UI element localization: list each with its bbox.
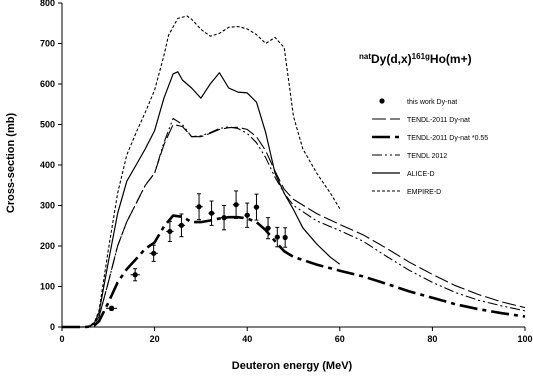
legend-label: TENDL-2011 Dy-nat	[407, 117, 470, 124]
data-point-marker	[253, 204, 260, 210]
y-tick-label: 0	[50, 322, 55, 332]
data-point-marker	[221, 215, 227, 221]
data-point-marker	[208, 210, 215, 216]
legend-item-points: this work Dy-nat	[379, 98, 457, 106]
x-tick-label: 60	[335, 334, 345, 344]
data-point	[244, 202, 250, 228]
data-point	[282, 227, 288, 248]
legend: this work Dy-nat TENDL-2011 Dy-nat TENDL-2…	[372, 98, 488, 196]
series-line-1	[62, 214, 526, 329]
data-point-marker	[132, 272, 138, 278]
y-tick-label: 100	[40, 282, 55, 292]
title-main1: Dy(d,x)	[371, 52, 412, 66]
data-point-marker	[233, 202, 239, 208]
data-point-marker	[108, 305, 115, 311]
series-line-2	[62, 117, 526, 328]
y-tick-label: 700	[40, 39, 55, 49]
series-line-0	[62, 123, 526, 328]
data-point	[220, 205, 228, 231]
x-tick-label: 20	[150, 334, 160, 344]
legend-item-1: TENDL-2011 Dy-nat *0.55	[372, 135, 488, 142]
y-tick-label: 500	[40, 120, 55, 130]
y-axis-title: Cross-section (mb)	[5, 113, 17, 214]
legend-item-4: EMPIRE-D	[372, 189, 441, 196]
legend-item-0: TENDL-2011 Dy-nat	[372, 117, 470, 124]
title-superscript: 161g	[412, 52, 430, 61]
legend-label: EMPIRE-D	[407, 189, 441, 196]
x-tick-label: 0	[59, 334, 64, 344]
legend-label: TENDL-2011 Dy-nat *0.55	[407, 135, 488, 142]
data-point-marker	[151, 250, 157, 256]
data-point-marker	[274, 234, 280, 240]
data-point	[195, 193, 203, 221]
legend-label: TENDL 2012	[407, 153, 447, 160]
chart-title: natDy(d,x)161gHo(m+)	[359, 52, 472, 66]
series-line-3	[62, 71, 341, 328]
y-tick-label: 300	[40, 201, 55, 211]
data-point-marker	[265, 225, 271, 231]
legend-label: this work Dy-nat	[407, 99, 457, 106]
y-tick-label: 400	[40, 160, 55, 170]
y-tick-label: 600	[40, 79, 55, 89]
data-point	[105, 305, 118, 311]
x-tick-label: 100	[517, 334, 532, 344]
data-point	[166, 220, 174, 243]
legend-item-2: TENDL 2012	[372, 153, 447, 160]
x-tick-label: 80	[427, 334, 437, 344]
data-point-marker	[178, 222, 185, 228]
legend-item-3: ALICE-D	[372, 171, 435, 178]
data-point	[130, 268, 140, 282]
y-tick-label: 200	[40, 241, 55, 251]
axes: 0 100 200 300 400 500 600 700 800 0 20 40 60 80 100	[40, 0, 533, 344]
y-tick-label: 800	[40, 0, 55, 8]
data-point-marker	[167, 228, 173, 235]
x-axis-title: Deuteron energy (MeV)	[232, 360, 353, 372]
data-point	[274, 226, 280, 248]
legend-label: ALICE-D	[407, 171, 435, 178]
data-point-marker	[282, 234, 288, 241]
data-point	[265, 217, 271, 240]
series-line-4	[62, 15, 341, 328]
legend-marker	[379, 98, 385, 104]
data-point-marker	[196, 204, 202, 210]
data-point	[208, 200, 215, 226]
data-point-marker	[244, 212, 250, 218]
x-tick-label: 40	[242, 334, 252, 344]
data-point	[232, 190, 240, 219]
data-points	[105, 190, 288, 311]
title-main2: Ho(m+)	[430, 52, 472, 66]
data-point	[253, 193, 260, 221]
data-point	[149, 244, 158, 262]
title-prefix: nat	[359, 52, 371, 61]
data-point	[177, 213, 186, 238]
series-layer	[62, 15, 526, 329]
